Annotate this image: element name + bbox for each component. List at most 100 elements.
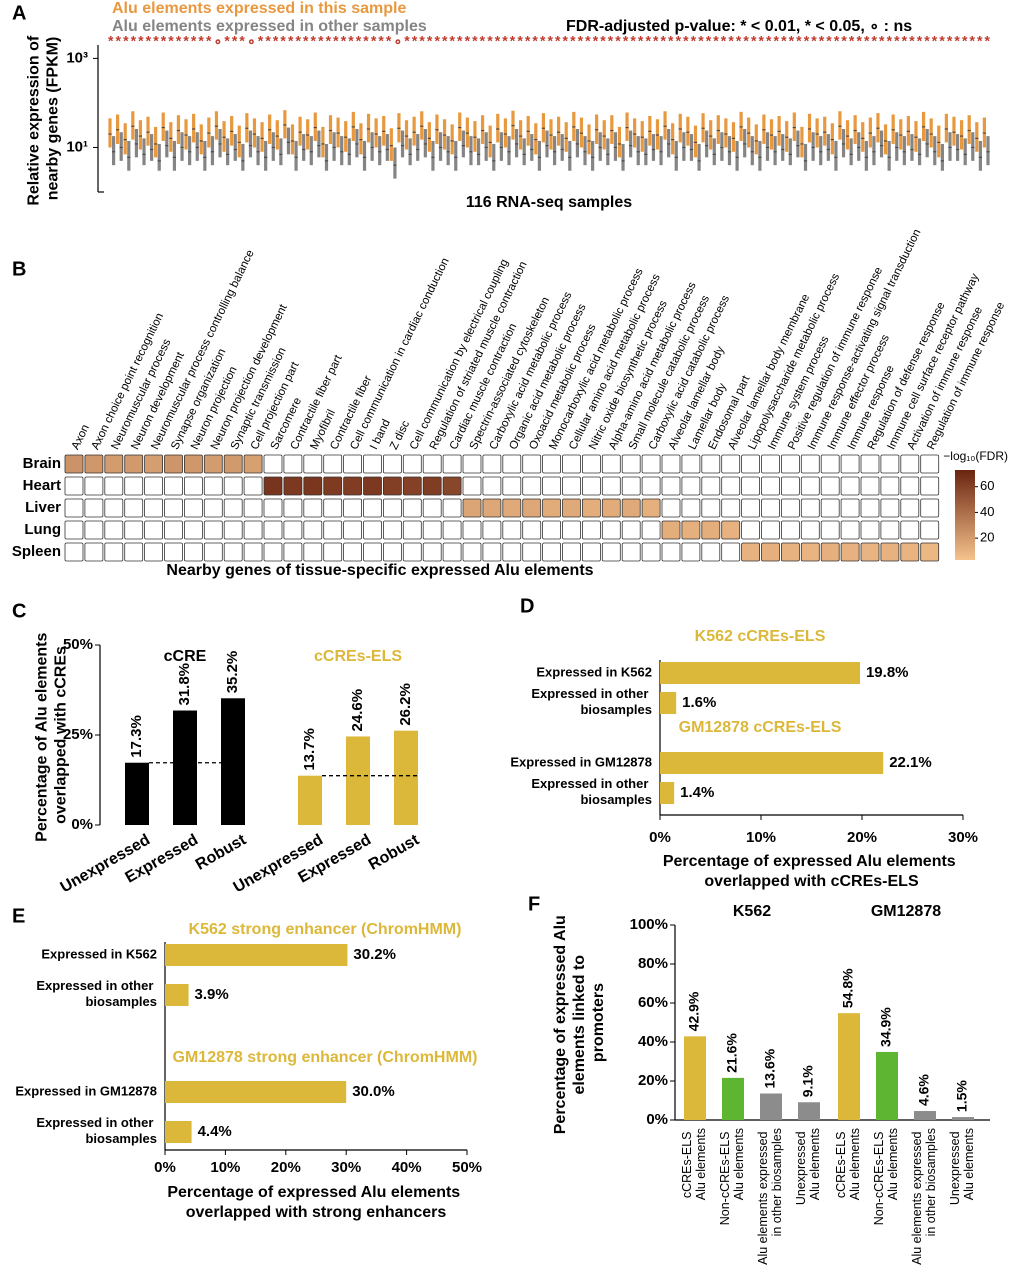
empty-cell xyxy=(900,498,920,518)
x-tick-label: 10% xyxy=(210,1159,240,1176)
x-tick-label: 30% xyxy=(331,1159,361,1176)
box xyxy=(226,138,230,166)
empty-cell xyxy=(164,542,183,562)
box xyxy=(967,115,971,144)
box xyxy=(427,122,431,152)
box xyxy=(142,138,146,166)
empty-cell xyxy=(721,476,741,496)
empty-cell xyxy=(562,542,581,562)
box xyxy=(826,134,830,161)
y-tick-label: 80% xyxy=(638,955,668,972)
category-label: cCREs-ELS Alu elements xyxy=(834,1128,862,1200)
empty-cell xyxy=(482,454,502,474)
empty-cell xyxy=(223,476,243,496)
panel-letter: A xyxy=(12,2,26,24)
empty-cell xyxy=(661,498,681,518)
empty-cell xyxy=(701,476,721,496)
box xyxy=(454,140,458,171)
box xyxy=(157,143,161,171)
category-label: Unexpressed Alu elements xyxy=(948,1128,976,1205)
box xyxy=(188,136,192,166)
empty-cell xyxy=(522,542,542,562)
box xyxy=(165,130,169,158)
box xyxy=(416,134,420,161)
empty-cell xyxy=(900,476,920,496)
value-label: 1.4% xyxy=(680,784,714,801)
empty-cell xyxy=(64,520,84,540)
empty-cell xyxy=(880,520,900,540)
group-title: K562 strong enhancer (ChromHMM) xyxy=(189,921,462,938)
empty-cell xyxy=(681,542,701,562)
heat-cell xyxy=(243,454,263,474)
heat-cell xyxy=(502,498,522,518)
box xyxy=(841,128,846,158)
bar xyxy=(660,752,884,774)
box xyxy=(963,138,967,166)
empty-cell xyxy=(442,454,462,474)
box xyxy=(978,140,982,171)
empty-cell xyxy=(721,498,741,518)
box xyxy=(549,119,553,150)
box xyxy=(785,121,789,152)
value-label: 13.6% xyxy=(762,1048,778,1088)
empty-cell xyxy=(820,454,840,474)
empty-cell xyxy=(721,542,741,562)
box xyxy=(389,128,393,161)
category-label: Expressed in other biosamples xyxy=(36,1115,157,1146)
bar xyxy=(952,1117,974,1120)
empty-cell xyxy=(462,520,482,540)
heat-cell xyxy=(701,520,721,540)
box xyxy=(583,136,587,166)
empty-cell xyxy=(104,498,124,518)
x-tick-label: 20% xyxy=(271,1159,301,1176)
empty-cell xyxy=(880,498,900,518)
group-title: K562 xyxy=(733,903,771,920)
y-tick-label: 100% xyxy=(630,916,668,933)
box xyxy=(518,120,523,150)
empty-cell xyxy=(781,520,800,540)
empty-cell xyxy=(880,454,900,474)
empty-cell xyxy=(124,520,144,540)
bar xyxy=(838,1013,860,1120)
box xyxy=(279,138,283,166)
value-label: 26.2% xyxy=(397,683,414,726)
box xyxy=(138,120,143,150)
box xyxy=(412,116,416,146)
empty-cell xyxy=(84,498,104,518)
empty-cell xyxy=(422,542,442,562)
empty-cell xyxy=(223,498,243,518)
row-label: Heart xyxy=(23,477,61,494)
value-label: 4.4% xyxy=(198,1123,232,1140)
heat-cell xyxy=(343,476,363,496)
box xyxy=(344,121,348,152)
group-title: GM12878 xyxy=(871,903,941,920)
empty-cell xyxy=(641,542,661,562)
box xyxy=(568,140,572,171)
empty-cell xyxy=(860,454,880,474)
empty-cell xyxy=(164,498,183,518)
row-label: Brain xyxy=(23,455,61,472)
empty-cell xyxy=(582,542,601,562)
empty-cell xyxy=(582,520,601,540)
category-label: Unexpressed Alu elements xyxy=(794,1128,822,1205)
empty-cell xyxy=(741,520,760,540)
empty-cell xyxy=(800,476,820,496)
empty-cell xyxy=(303,498,323,518)
empty-cell xyxy=(144,520,164,540)
box xyxy=(336,117,340,148)
empty-cell xyxy=(621,542,641,562)
box xyxy=(682,132,686,161)
empty-cell xyxy=(323,542,343,562)
box xyxy=(754,124,758,155)
empty-cell xyxy=(482,476,502,496)
empty-cell xyxy=(601,542,621,562)
box xyxy=(838,111,842,140)
bar xyxy=(165,944,348,966)
box xyxy=(952,116,956,146)
empty-cell xyxy=(243,476,263,496)
box xyxy=(476,138,481,166)
empty-cell xyxy=(542,454,561,474)
box xyxy=(640,121,644,152)
value-label: 31.8% xyxy=(176,663,193,706)
